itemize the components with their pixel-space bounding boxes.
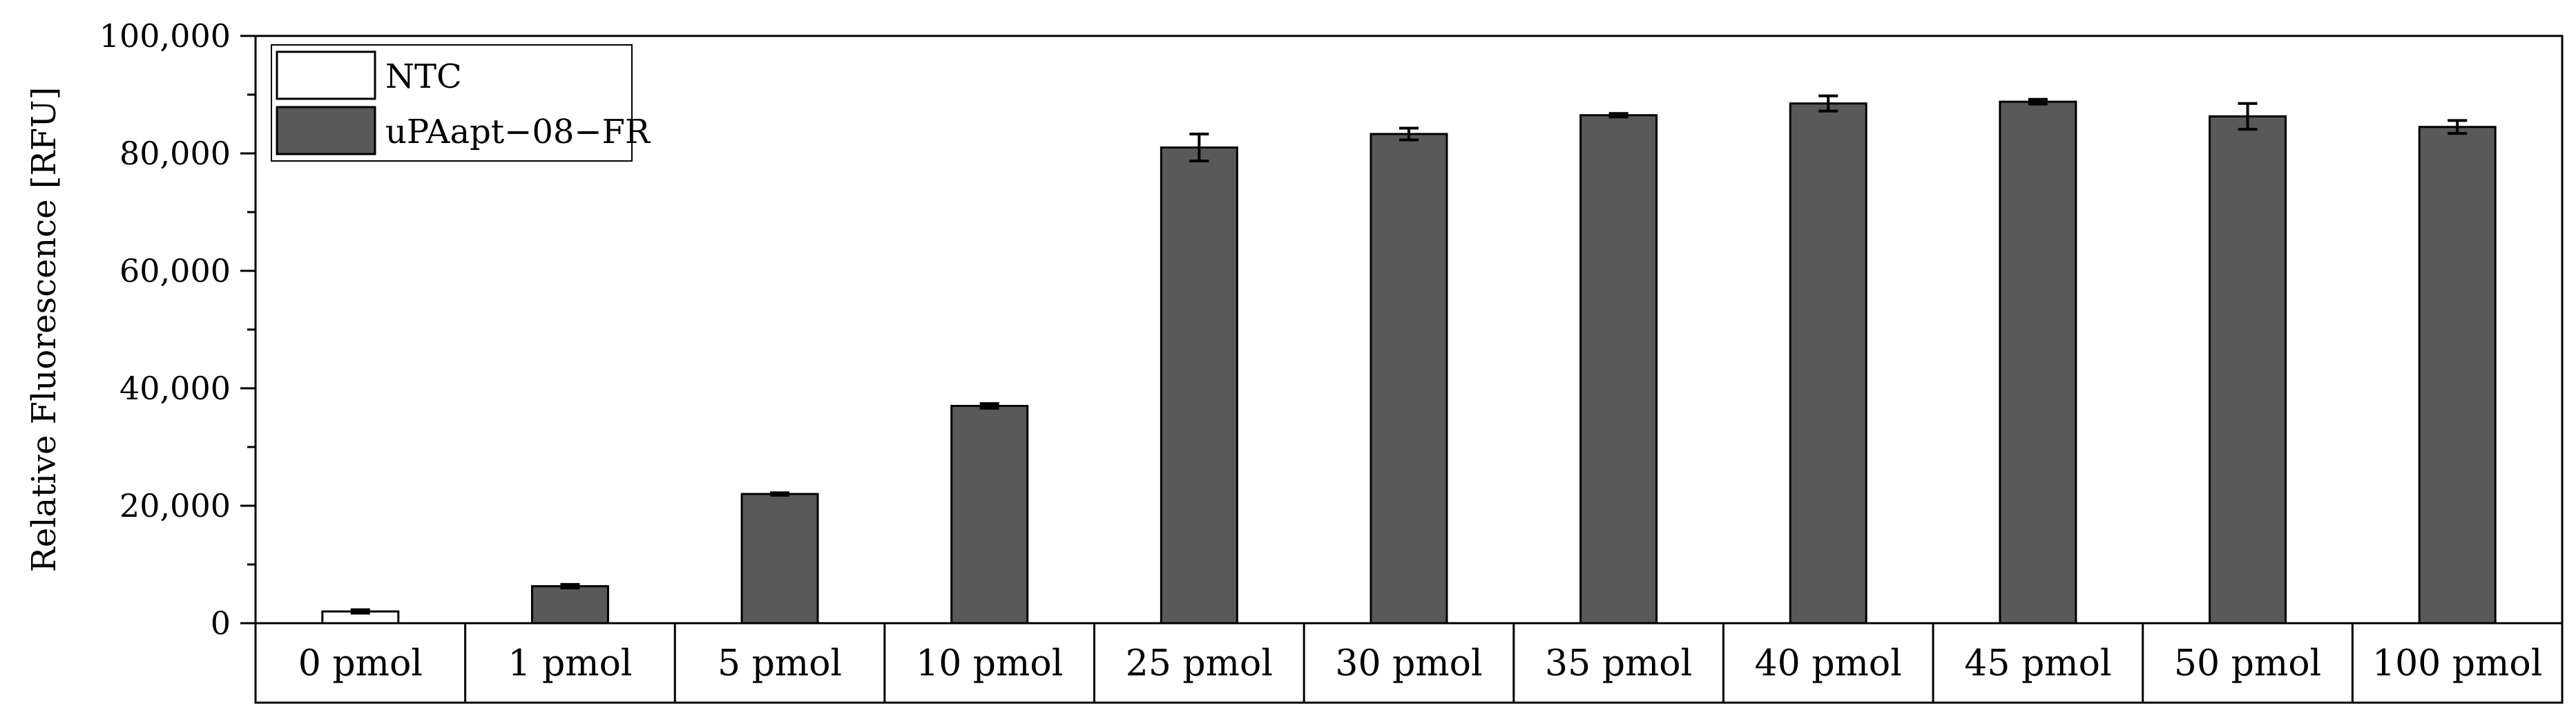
- legend-swatch: [276, 106, 376, 155]
- legend: NTC uPAapt−08−FR: [271, 44, 651, 162]
- bar-25-pmol: [1160, 146, 1238, 625]
- legend-swatch: [276, 50, 376, 100]
- x-category-label: 50 pmol: [2174, 643, 2321, 685]
- y-tick-label: 0: [211, 605, 231, 642]
- legend-label: NTC: [385, 57, 462, 96]
- bar-40-pmol: [1789, 102, 1867, 625]
- bar-100-pmol: [2418, 126, 2497, 625]
- bar-45-pmol: [1999, 100, 2077, 625]
- bar-35-pmol: [1579, 114, 1658, 625]
- bar-10-pmol: [950, 405, 1029, 625]
- bar-5-pmol: [740, 493, 819, 625]
- y-tick-label: 80,000: [119, 135, 231, 172]
- x-category-label: 5 pmol: [718, 643, 842, 685]
- x-category-label: 45 pmol: [1964, 643, 2111, 685]
- y-tick-label: 60,000: [119, 252, 231, 289]
- x-category-label: 100 pmol: [2372, 643, 2542, 685]
- legend-label: uPAapt−08−FR: [385, 113, 651, 151]
- y-tick-label: 100,000: [99, 17, 231, 55]
- bar-30-pmol: [1369, 133, 1448, 625]
- x-category-label: 0 pmol: [298, 643, 423, 685]
- x-category-label: 25 pmol: [1126, 643, 1273, 685]
- x-category-label: 30 pmol: [1335, 643, 1482, 685]
- y-axis-title: Relative Fluorescence [RFU]: [25, 87, 64, 573]
- y-tick-label: 40,000: [119, 370, 231, 407]
- bar-1-pmol: [530, 585, 609, 625]
- bar-50-pmol: [2209, 115, 2287, 625]
- x-category-label: 35 pmol: [1545, 643, 1692, 685]
- x-category-label: 40 pmol: [1755, 643, 1902, 685]
- y-tick-label: 20,000: [119, 487, 231, 524]
- x-category-label: 1 pmol: [508, 643, 632, 685]
- x-category-label: 10 pmol: [916, 643, 1063, 685]
